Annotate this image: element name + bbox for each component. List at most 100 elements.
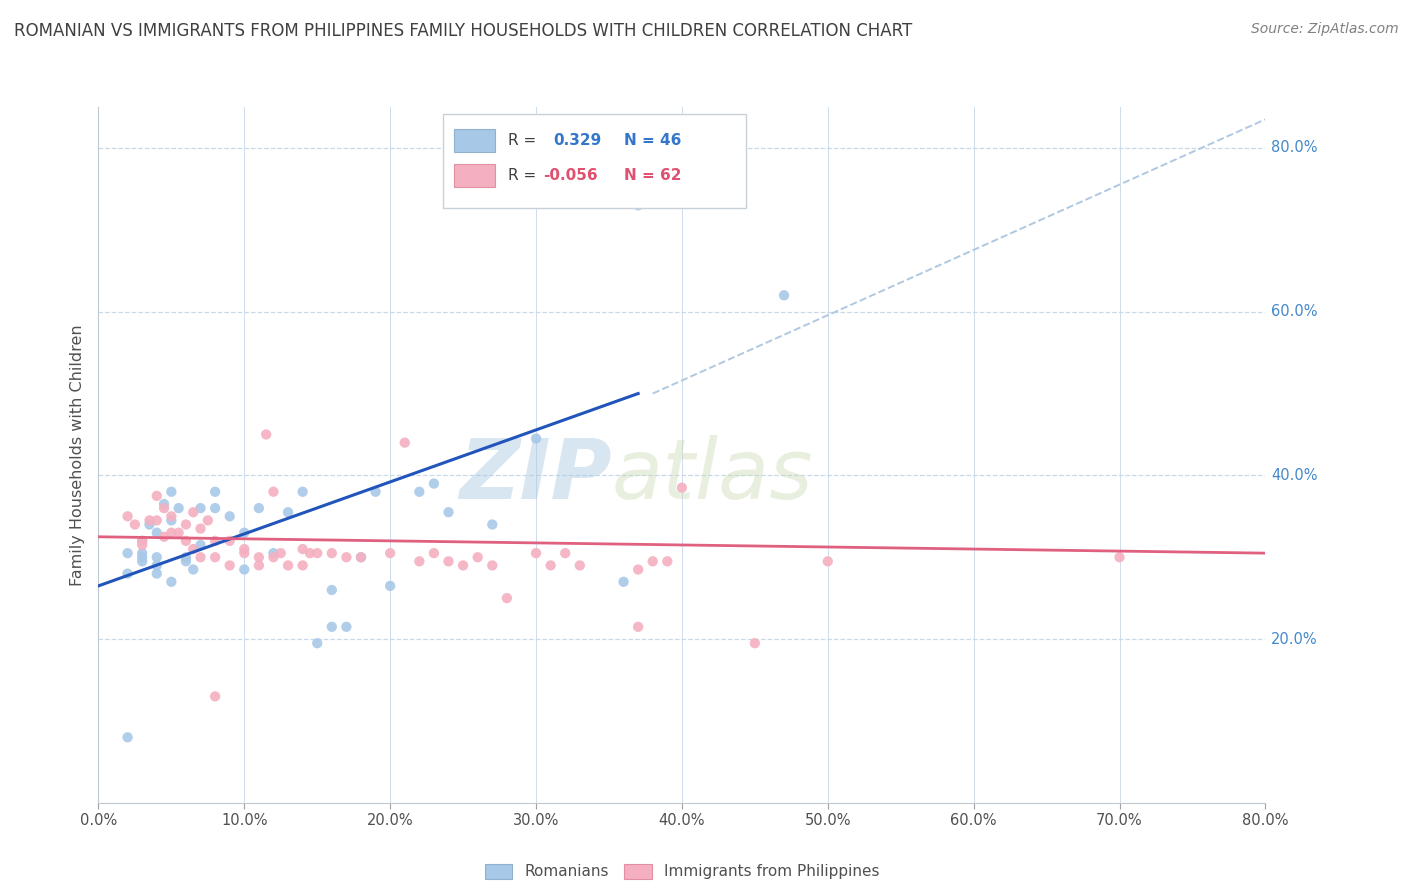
Point: [174, 550, 197, 565]
Point: [408, 484, 430, 499]
Point: [321, 582, 343, 597]
Text: 0.329: 0.329: [554, 133, 602, 148]
Text: atlas: atlas: [612, 435, 814, 516]
Point: [233, 562, 256, 576]
Text: ROMANIAN VS IMMIGRANTS FROM PHILIPPINES FAMILY HOUSEHOLDS WITH CHILDREN CORRELAT: ROMANIAN VS IMMIGRANTS FROM PHILIPPINES …: [14, 22, 912, 40]
Legend: Romanians, Immigrants from Philippines: Romanians, Immigrants from Philippines: [478, 858, 886, 886]
Point: [190, 550, 212, 565]
Point: [218, 558, 240, 573]
Point: [197, 513, 219, 527]
Point: [167, 525, 190, 540]
Point: [262, 546, 284, 560]
Point: [627, 620, 650, 634]
Point: [495, 591, 517, 606]
Point: [218, 509, 240, 524]
Point: [321, 620, 343, 634]
Point: [174, 554, 197, 568]
Point: [160, 513, 183, 527]
Point: [524, 432, 547, 446]
Point: [190, 501, 212, 516]
Text: R =: R =: [508, 168, 536, 183]
Point: [270, 546, 292, 560]
Point: [174, 533, 197, 548]
Point: [218, 533, 240, 548]
Point: [540, 558, 562, 573]
Point: [394, 435, 416, 450]
Point: [524, 546, 547, 560]
Point: [291, 484, 314, 499]
Point: [233, 546, 256, 560]
Point: [204, 484, 226, 499]
FancyBboxPatch shape: [454, 164, 495, 187]
Text: 60.0%: 60.0%: [1271, 304, 1317, 319]
Text: -0.056: -0.056: [543, 168, 598, 183]
Point: [291, 558, 314, 573]
Text: 20.0%: 20.0%: [1271, 632, 1317, 647]
Point: [233, 525, 256, 540]
Point: [247, 550, 270, 565]
Point: [307, 546, 329, 560]
Point: [131, 546, 153, 560]
Point: [568, 558, 591, 573]
Point: [117, 509, 139, 524]
Point: [627, 198, 650, 212]
Point: [277, 505, 299, 519]
Point: [160, 574, 183, 589]
Point: [204, 501, 226, 516]
Point: [117, 546, 139, 560]
Point: [612, 574, 634, 589]
Point: [131, 554, 153, 568]
Point: [117, 566, 139, 581]
Point: [254, 427, 277, 442]
Point: [190, 522, 212, 536]
Point: [131, 538, 153, 552]
Point: [117, 731, 139, 745]
Point: [167, 501, 190, 516]
Point: [277, 558, 299, 573]
Point: [190, 538, 212, 552]
Text: ZIP: ZIP: [460, 435, 612, 516]
Text: Source: ZipAtlas.com: Source: ZipAtlas.com: [1251, 22, 1399, 37]
Point: [131, 550, 153, 565]
Text: N = 46: N = 46: [623, 133, 681, 148]
Point: [138, 513, 160, 527]
Point: [138, 517, 160, 532]
Point: [481, 517, 503, 532]
FancyBboxPatch shape: [443, 114, 747, 208]
Point: [1108, 550, 1130, 565]
Point: [146, 558, 169, 573]
Point: [378, 546, 402, 560]
Point: [131, 533, 153, 548]
Point: [233, 542, 256, 557]
Point: [247, 501, 270, 516]
Point: [408, 554, 430, 568]
Point: [247, 558, 270, 573]
Point: [160, 509, 183, 524]
Text: 40.0%: 40.0%: [1271, 468, 1317, 483]
Point: [131, 533, 153, 548]
Point: [153, 497, 176, 511]
Point: [335, 620, 357, 634]
Point: [146, 513, 169, 527]
Point: [378, 579, 402, 593]
Point: [321, 546, 343, 560]
Point: [364, 484, 387, 499]
Point: [437, 505, 460, 519]
Point: [451, 558, 474, 573]
Point: [423, 476, 446, 491]
Point: [350, 550, 373, 565]
Point: [160, 525, 183, 540]
Point: [124, 517, 146, 532]
FancyBboxPatch shape: [454, 129, 495, 153]
Y-axis label: Family Households with Children: Family Households with Children: [69, 324, 84, 586]
Text: N = 62: N = 62: [623, 168, 681, 183]
Point: [262, 484, 284, 499]
Point: [146, 566, 169, 581]
Point: [262, 550, 284, 565]
Point: [160, 484, 183, 499]
Point: [291, 542, 314, 557]
Point: [671, 481, 693, 495]
Point: [335, 550, 357, 565]
Point: [181, 562, 204, 576]
Point: [641, 554, 664, 568]
